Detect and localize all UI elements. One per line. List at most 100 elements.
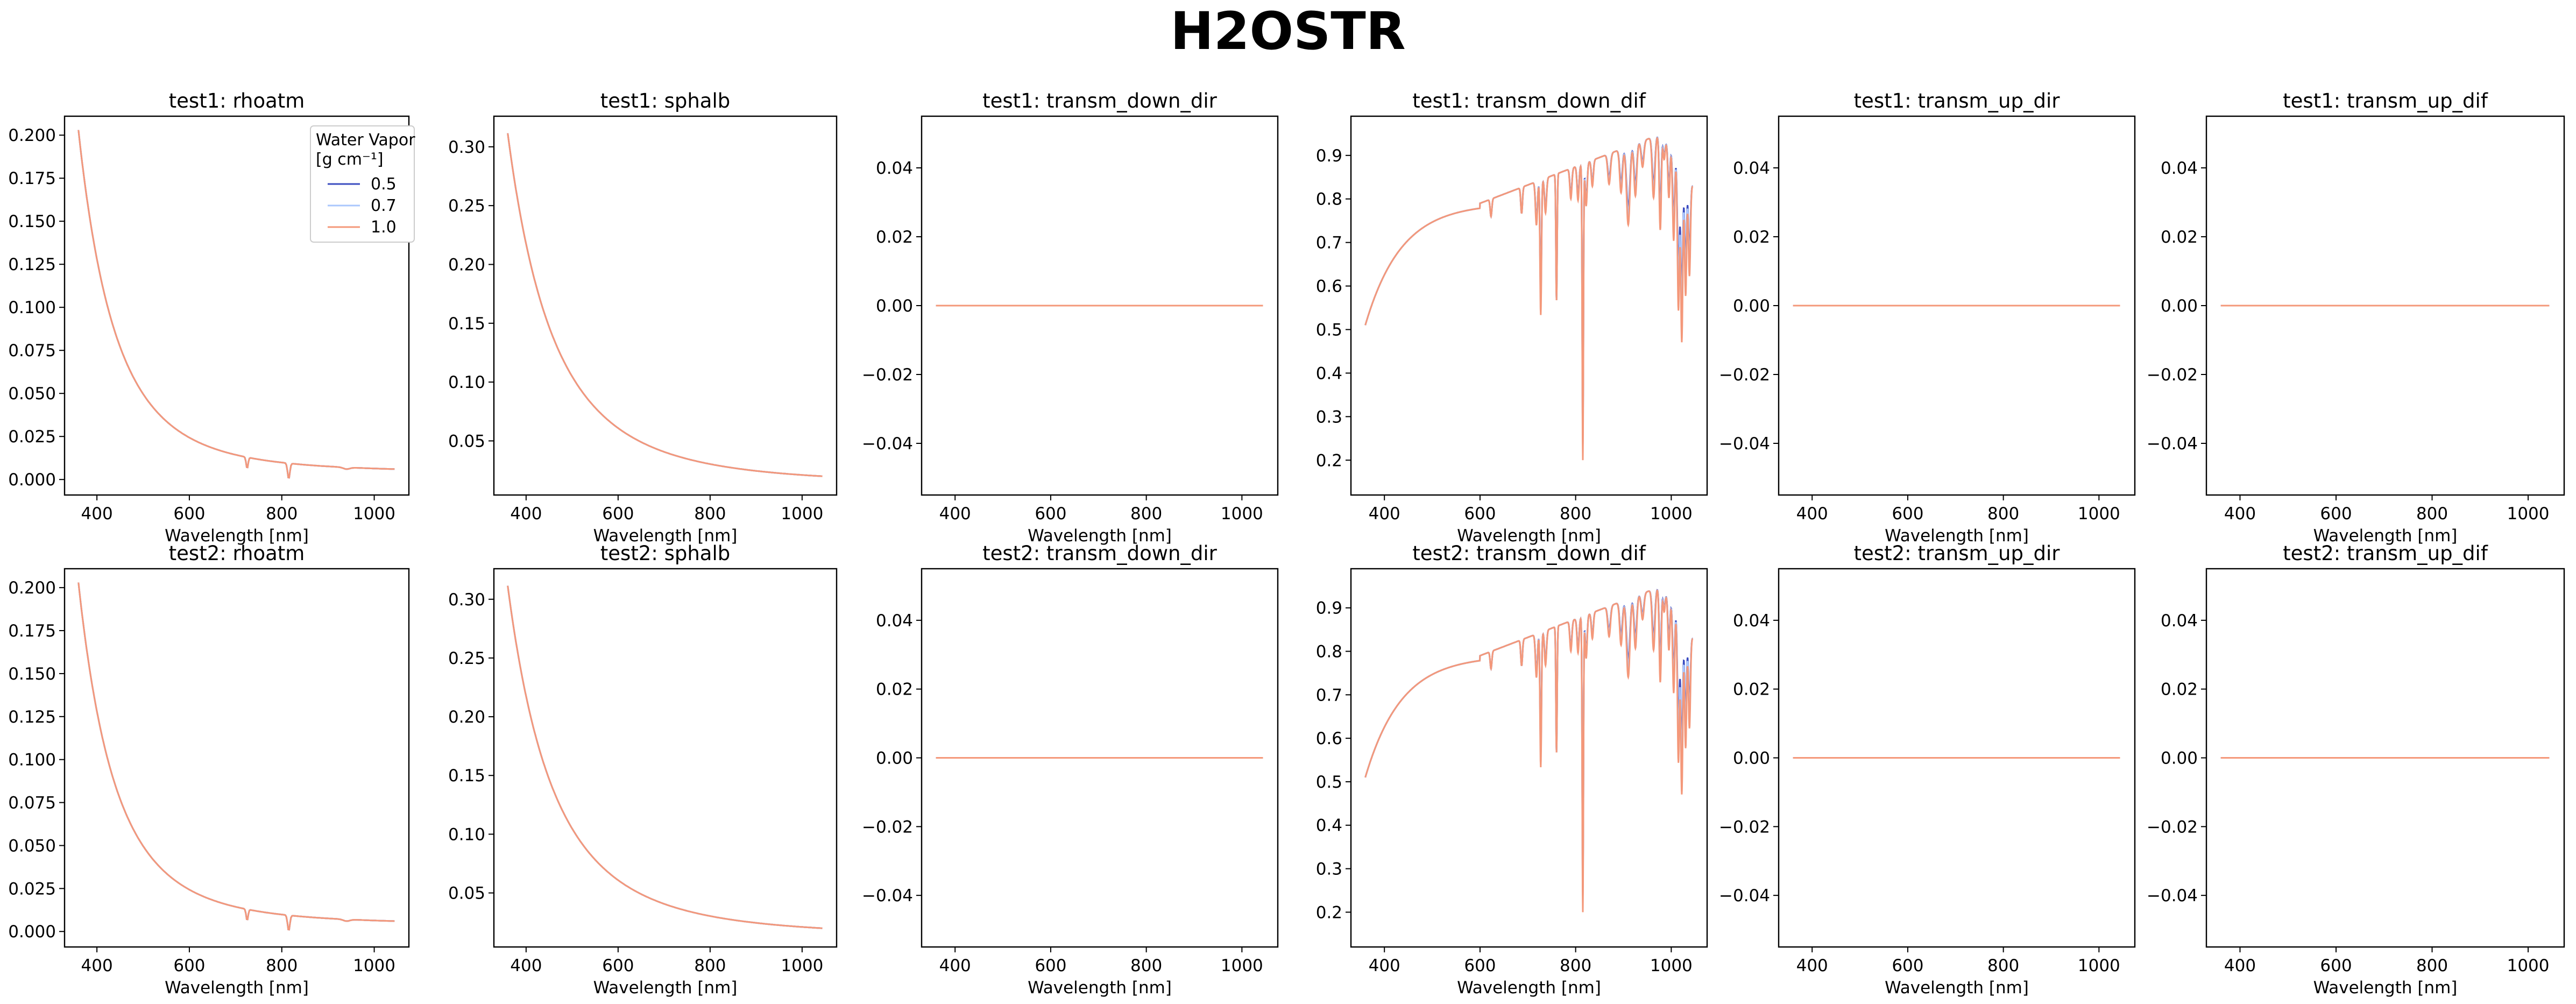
panel-6: test1: transm_up_dif 400 600 800 1000 −0.04 −0… — [2147, 89, 2565, 546]
x-tick-label: 800 — [1130, 956, 1162, 975]
y-tick-label: 0.6 — [1316, 277, 1342, 296]
y-tick-label: 0.30 — [448, 590, 485, 610]
x-tick-label: 800 — [1987, 504, 2019, 524]
series-line-1.0 — [77, 582, 395, 931]
plot-frame — [493, 115, 838, 496]
panel-10: test2: transm_down_dif 400 600 800 1000 0.2 0.… — [1316, 542, 1708, 998]
y-tick-label: 0.075 — [8, 341, 56, 360]
y-tick-label: 0.04 — [1733, 611, 1770, 631]
y-tick-label: 0.100 — [8, 751, 56, 770]
y-tick-label: 0.04 — [2161, 611, 2198, 631]
series-line-1.0 — [77, 130, 395, 479]
y-tick-label: 0.00 — [876, 749, 913, 768]
y-tick-label: 0.5 — [1316, 321, 1342, 340]
x-tick-label: 1000 — [353, 504, 395, 524]
x-axis-label: Wavelength [nm] — [2313, 978, 2458, 998]
x-axis-label: Wavelength [nm] — [1885, 526, 2029, 546]
y-tick-label: 0.02 — [1733, 228, 1770, 247]
y-tick-label: 0.05 — [448, 432, 485, 451]
y-tick-label: 0.00 — [2161, 749, 2198, 768]
y-tick-label: 0.025 — [8, 427, 56, 447]
series-line-1.0 — [1364, 589, 1694, 913]
y-tick-label: 0.2 — [1316, 903, 1342, 922]
x-tick-label: 800 — [694, 504, 726, 524]
y-tick-label: 0.100 — [8, 298, 56, 317]
series-line-0.5 — [507, 585, 823, 929]
y-tick-label: 0.3 — [1316, 407, 1342, 427]
x-tick-label: 1000 — [781, 956, 823, 975]
y-tick-label: 0.15 — [448, 314, 485, 334]
x-tick-label: 600 — [602, 504, 634, 524]
y-tick-label: −0.02 — [1719, 817, 1770, 837]
series-group — [507, 585, 823, 929]
x-axis-label: Wavelength [nm] — [1885, 978, 2029, 998]
legend-entry: 0.5 — [371, 175, 397, 194]
panel-title: test1: transm_up_dif — [2283, 89, 2488, 112]
x-tick-label: 600 — [173, 504, 205, 524]
series-line-1.0 — [1364, 137, 1694, 461]
x-tick-label: 600 — [1464, 956, 1496, 975]
legend-entry: 0.7 — [371, 196, 397, 215]
x-tick-label: 400 — [81, 504, 113, 524]
x-tick-label: 1000 — [353, 956, 395, 975]
x-tick-label: 1000 — [2078, 956, 2120, 975]
x-tick-label: 600 — [2320, 504, 2352, 524]
panel-title: test1: transm_down_dir — [982, 89, 1218, 112]
x-tick-label: 1000 — [1650, 504, 1693, 524]
y-tick-label: 0.25 — [448, 649, 485, 668]
y-tick-label: 0.02 — [876, 680, 913, 699]
panel-11: test2: transm_up_dir 400 600 800 1000 −0.04 −0… — [1719, 542, 2136, 998]
y-tick-label: −0.02 — [2147, 365, 2198, 385]
panel-title: test2: transm_down_dif — [1412, 542, 1646, 565]
x-tick-label: 600 — [1035, 504, 1066, 524]
x-tick-label: 1000 — [1221, 504, 1263, 524]
plot-frame — [63, 115, 410, 496]
y-tick-label: −0.04 — [1719, 886, 1770, 906]
series-group — [507, 133, 823, 477]
panel-title: test1: transm_down_dif — [1412, 89, 1646, 112]
y-tick-label: 0.02 — [1733, 680, 1770, 699]
panel-2: test1: sphalb 400 600 800 1000 0.05 0.10 0.15 0.… — [448, 89, 838, 546]
x-tick-label: 400 — [1369, 956, 1400, 975]
y-tick-label: 0.04 — [2161, 159, 2198, 178]
y-tick-label: −0.02 — [862, 817, 913, 837]
series-group — [1364, 136, 1694, 461]
x-tick-label: 400 — [1796, 956, 1828, 975]
x-tick-label: 800 — [1560, 956, 1591, 975]
x-tick-label: 600 — [1464, 504, 1496, 524]
y-tick-label: 0.20 — [448, 708, 485, 727]
y-tick-label: 0.125 — [8, 708, 56, 727]
y-tick-label: 0.02 — [2161, 680, 2198, 699]
x-tick-label: 800 — [1987, 956, 2019, 975]
legend: Water Vapor[g cm⁻¹] 0.5 0.7 1.0 — [310, 125, 415, 243]
series-group — [1364, 589, 1694, 913]
panel-title: test1: rhoatm — [169, 89, 305, 112]
y-tick-label: 0.2 — [1316, 451, 1342, 470]
series-line-0.7 — [77, 582, 395, 931]
series-group — [77, 582, 395, 931]
x-tick-label: 400 — [510, 956, 542, 975]
y-tick-label: 0.05 — [448, 884, 485, 903]
x-axis-label: Wavelength [nm] — [593, 526, 738, 546]
panel-8: test2: sphalb 400 600 800 1000 0.05 0.10 0.15 0.… — [448, 542, 838, 998]
y-tick-label: 0.200 — [8, 578, 56, 598]
x-axis-label: Wavelength [nm] — [1457, 526, 1601, 546]
y-tick-label: 0.175 — [8, 621, 56, 641]
legend-box — [310, 125, 415, 243]
x-tick-label: 600 — [2320, 956, 2352, 975]
x-tick-label: 400 — [2224, 956, 2256, 975]
series-line-0.5 — [1364, 136, 1694, 436]
series-line-0.7 — [507, 133, 823, 477]
y-tick-label: 0.5 — [1316, 773, 1342, 792]
x-tick-label: 1000 — [1650, 956, 1693, 975]
panel-title: test2: transm_up_dir — [1854, 542, 2061, 565]
y-tick-label: 0.04 — [876, 159, 913, 178]
y-tick-label: 0.10 — [448, 825, 485, 844]
y-tick-label: 0.025 — [8, 879, 56, 899]
panel-3: test1: transm_down_dir 400 600 800 1000 −0.04… — [862, 89, 1279, 546]
y-tick-label: 0.000 — [8, 922, 56, 942]
y-tick-label: −0.04 — [862, 434, 913, 454]
series-line-0.5 — [77, 582, 395, 931]
x-tick-label: 1000 — [2078, 504, 2120, 524]
legend-title: Water Vapor — [316, 131, 415, 150]
